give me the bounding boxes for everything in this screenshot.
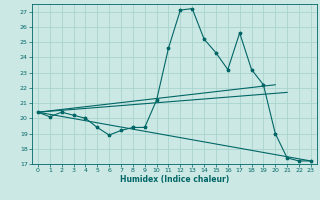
X-axis label: Humidex (Indice chaleur): Humidex (Indice chaleur) <box>120 175 229 184</box>
